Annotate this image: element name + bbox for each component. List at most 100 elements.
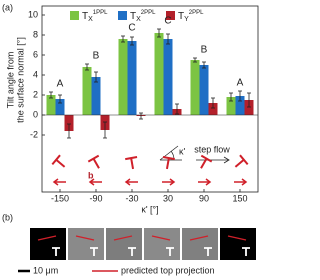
schematic-arrow (198, 178, 212, 186)
symbol-shape (125, 156, 138, 170)
bar (208, 103, 218, 115)
arrow-shape (198, 178, 212, 186)
y-tick-label: 10 (28, 9, 38, 19)
legend-name: T (130, 11, 136, 22)
y-axis-label: the surface normal [°] (15, 37, 25, 123)
symbol-shape (200, 154, 213, 169)
projection-line (227, 235, 247, 241)
bar (55, 99, 65, 115)
bar (190, 60, 200, 115)
step-arrow-head (223, 156, 230, 164)
figure: (a) (b) Tilt angle from the surface norm… (2, 2, 259, 275)
schematic-symbol (234, 154, 249, 168)
legend-label: TY2PPL (178, 10, 204, 23)
legend-swatch (70, 11, 79, 20)
legend-sub: Y (184, 16, 189, 23)
schematic-arrow (234, 178, 248, 186)
panel-label: (a) (2, 2, 13, 12)
bar (235, 96, 245, 115)
arrow-shape (234, 178, 248, 186)
legend-sup: 2PPL (189, 10, 204, 16)
crystal-symbol (128, 247, 136, 256)
micrograph (144, 228, 180, 260)
panel-label: (b) (2, 212, 13, 222)
projection-line (151, 235, 171, 241)
group-label: A (57, 79, 64, 90)
x-tick-label: -30 (125, 193, 138, 203)
panel-b (30, 228, 256, 260)
legend-sup: 1PPL (93, 10, 108, 16)
group-label: B (201, 45, 208, 56)
x-tick-label: -150 (51, 193, 69, 203)
group-label: A (237, 78, 244, 89)
micrograph (30, 228, 66, 260)
legend-line-label: predicted top projection (121, 265, 215, 275)
schematic-symbol (51, 154, 66, 168)
x-tick-label: -90 (89, 193, 102, 203)
schematic-arrow (162, 178, 176, 186)
arrow-shape (124, 178, 138, 186)
micrograph (182, 228, 218, 260)
crystal-symbol (166, 247, 174, 256)
bar (154, 33, 164, 115)
micrograph (106, 228, 142, 260)
y-axis-label: Tilt angle from (5, 52, 15, 109)
x-tick-label: 90 (199, 193, 209, 203)
crystal-symbol (52, 247, 60, 256)
y-tick-label: 6 (33, 49, 38, 59)
group-label: C (164, 16, 171, 27)
legend-sub: X (136, 16, 141, 23)
x-tick-label: 150 (232, 193, 247, 203)
legend-label: TX2PPL (130, 10, 156, 23)
x-tick-label: 30 (163, 193, 173, 203)
bar (244, 100, 254, 115)
bar (82, 67, 92, 115)
projection-line (113, 235, 133, 241)
bar (163, 39, 173, 115)
bar (127, 41, 137, 115)
bar (46, 95, 56, 115)
bar (91, 77, 101, 115)
symbol-shape (51, 154, 66, 168)
crystal-symbol (242, 247, 250, 256)
legend-swatch (118, 11, 127, 20)
legend-label: TX1PPL (82, 10, 108, 23)
crystal-symbol (204, 247, 212, 256)
projection-line (75, 235, 95, 241)
plot-frame (41, 5, 259, 193)
arrow-shape (88, 178, 102, 186)
annotation: step flow (194, 144, 230, 154)
arrow-shape (162, 178, 176, 186)
projection-line (37, 235, 57, 241)
legend-sup: 2PPL (141, 10, 156, 16)
schematic-arrow (124, 178, 138, 186)
schematic-symbol (125, 156, 138, 170)
schematic-symbol (200, 154, 213, 169)
bar (64, 115, 74, 131)
crystal-symbol (90, 247, 98, 256)
bar (118, 39, 128, 115)
micrograph (220, 228, 256, 260)
bar (226, 97, 236, 115)
group-label: C (128, 23, 135, 34)
group-label: B (93, 51, 100, 62)
y-tick-label: 4 (33, 69, 38, 79)
scale-bar-label: 10 μm (33, 265, 58, 275)
symbol-shape (162, 156, 175, 170)
x-axis-label: κ' [°] (141, 204, 158, 214)
micrograph (68, 228, 104, 260)
projection-line (189, 235, 209, 241)
legend-swatch (166, 11, 175, 20)
y-tick-label: 8 (33, 29, 38, 39)
annotation: b (88, 170, 94, 180)
y-tick-label: 2 (33, 89, 38, 99)
symbol-shape (234, 154, 249, 168)
legend-name: T (82, 11, 88, 22)
schematic-symbol (162, 156, 175, 170)
annotation: κ' (179, 146, 186, 156)
schematic-symbol (87, 154, 100, 169)
legend-sub: X (88, 16, 93, 23)
schematic-arrow (88, 178, 102, 186)
y-tick-label: -2 (30, 129, 38, 139)
legend-name: T (178, 11, 184, 22)
